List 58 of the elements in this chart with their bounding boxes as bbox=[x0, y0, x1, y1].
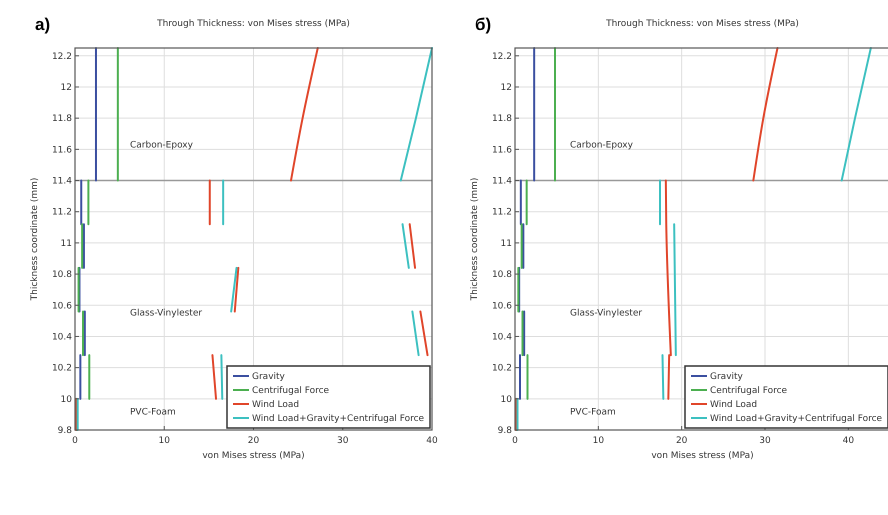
annotation: Carbon-Epoxy bbox=[130, 140, 194, 150]
y-tick-label: 11.8 bbox=[52, 114, 72, 124]
y-tick-label: 10.6 bbox=[52, 301, 72, 312]
y-tick-label: 11 bbox=[500, 238, 512, 249]
y-tick-label: 12.2 bbox=[52, 52, 72, 62]
text: a) bbox=[35, 15, 50, 34]
x-tick-label: 20 bbox=[676, 436, 688, 446]
y-tick-label: 10.8 bbox=[492, 270, 512, 280]
y-tick-label: 11 bbox=[60, 238, 72, 249]
annotation: Carbon-Epoxy bbox=[570, 140, 634, 150]
x-tick-label: 40 bbox=[842, 436, 854, 446]
x-tick-label: 10 bbox=[158, 436, 170, 446]
y-tick-label: 12.2 bbox=[492, 52, 512, 62]
legend-label: Wind Load+Gravity+Centrifugal Force bbox=[710, 414, 883, 424]
y-tick-label: 10.4 bbox=[492, 332, 512, 342]
annotation: PVC-Foam bbox=[570, 408, 616, 418]
y-tick-label: 10.2 bbox=[52, 364, 72, 374]
legend-label: Wind Load+Gravity+Centrifugal Force bbox=[252, 414, 425, 424]
y-axis-title: Thickness coordinate (mm) bbox=[30, 178, 40, 302]
legend-label: Centrifugal Force bbox=[710, 386, 788, 396]
y-tick-label: 11.4 bbox=[492, 176, 512, 187]
x-tick-label: 0 bbox=[72, 436, 78, 446]
legend-label: Wind Load bbox=[252, 400, 300, 410]
x-tick-label: 20 bbox=[248, 436, 260, 446]
y-tick-label: 10.4 bbox=[52, 332, 72, 342]
legend-label: Gravity bbox=[252, 372, 286, 382]
y-tick-label: 9.8 bbox=[58, 426, 72, 436]
x-tick-label: 30 bbox=[337, 436, 349, 446]
x-tick-label: 30 bbox=[759, 436, 771, 446]
y-tick-label: 11.6 bbox=[492, 145, 512, 156]
legend-label: Gravity bbox=[710, 372, 744, 382]
y-tick-label: 11.2 bbox=[492, 208, 512, 218]
y-tick-label: 9.8 bbox=[498, 426, 512, 436]
y-axis-title: Thickness coordinate (mm) bbox=[470, 178, 480, 302]
x-tick-label: 40 bbox=[426, 436, 438, 446]
text: б) bbox=[475, 15, 492, 34]
y-tick-label: 10.2 bbox=[492, 364, 512, 374]
chart-title: Through Thickness: von Mises stress (MPa) bbox=[156, 19, 350, 29]
y-tick-label: 10.6 bbox=[492, 301, 512, 312]
y-tick-label: 10 bbox=[500, 394, 512, 405]
y-tick-label: 11.8 bbox=[492, 114, 512, 124]
annotation: PVC-Foam bbox=[130, 408, 176, 418]
y-tick-label: 11.4 bbox=[52, 176, 72, 187]
y-tick-label: 11.6 bbox=[52, 145, 72, 156]
legend-label: Centrifugal Force bbox=[252, 386, 330, 396]
y-tick-label: 12 bbox=[60, 82, 72, 93]
x-axis-title: von Mises stress (MPa) bbox=[651, 451, 754, 461]
y-tick-label: 10 bbox=[60, 394, 72, 405]
chart-title: Through Thickness: von Mises stress (MPa) bbox=[605, 19, 799, 29]
x-axis-title: von Mises stress (MPa) bbox=[202, 451, 305, 461]
x-tick-label: 10 bbox=[592, 436, 604, 446]
y-tick-label: 10.8 bbox=[52, 270, 72, 280]
y-tick-label: 12 bbox=[500, 82, 512, 93]
annotation: Glass-Vinylester bbox=[570, 308, 642, 318]
legend-label: Wind Load bbox=[710, 400, 758, 410]
y-tick-label: 11.2 bbox=[52, 208, 72, 218]
annotation: Glass-Vinylester bbox=[130, 308, 202, 318]
x-tick-label: 0 bbox=[512, 436, 518, 446]
